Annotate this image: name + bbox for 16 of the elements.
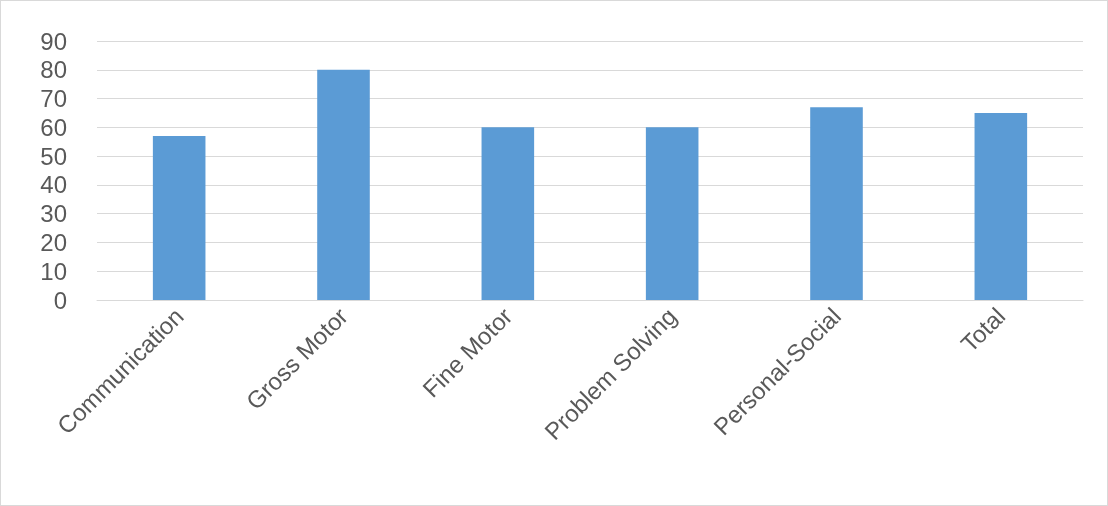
bar (645, 127, 699, 300)
y-tick-label: 30 (40, 200, 67, 228)
bar (152, 135, 206, 300)
y-tick-label: 70 (40, 85, 67, 113)
y-tick-label: 90 (40, 27, 67, 55)
y-tick-label: 50 (40, 142, 67, 170)
y-tick-label: 20 (40, 228, 67, 256)
bar (974, 112, 1028, 300)
y-tick-label: 40 (40, 171, 67, 199)
y-tick-label: 80 (40, 56, 67, 84)
bar (481, 127, 535, 300)
y-tick-label: 10 (40, 257, 67, 285)
y-tick-label: 0 (53, 286, 67, 314)
y-tick-label: 60 (40, 113, 67, 141)
bar (317, 69, 370, 300)
bar (810, 107, 863, 300)
